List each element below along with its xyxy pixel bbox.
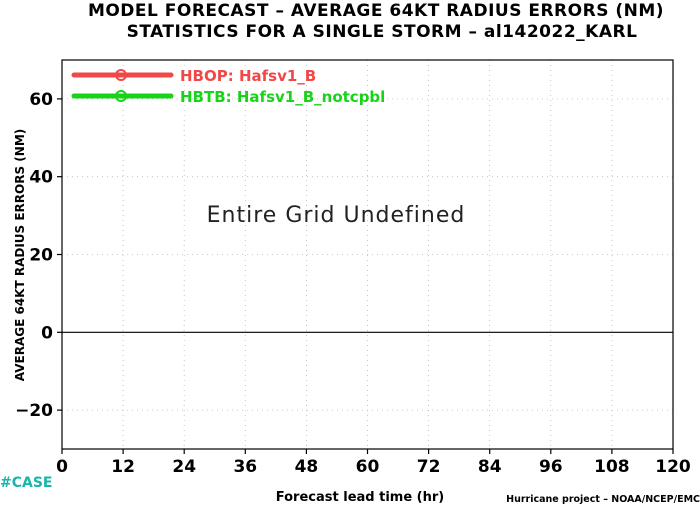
legend: HBOP: Hafsv1_B HBTB: Hafsv1_B_notcpbl: [71, 67, 385, 106]
x-tick-label: 24: [172, 457, 196, 477]
chart-subtitle: STATISTICS FOR A SINGLE STORM – al142022…: [127, 22, 638, 42]
plot-annotation: Entire Grid Undefined: [207, 203, 466, 228]
y-tick-label: 20: [29, 246, 53, 266]
y-axis-label: AVERAGE 64KT RADIUS ERRORS (NM): [13, 129, 27, 381]
case-label: #CASE: [0, 475, 53, 491]
x-tick-label: 84: [478, 457, 502, 477]
x-tick-label: 0: [56, 457, 68, 477]
x-tick-label: 12: [111, 457, 135, 477]
y-axis-ticks: −20 0 20 40 60: [15, 90, 62, 421]
credit-text: Hurricane project – NOAA/NCEP/EMC: [506, 494, 700, 505]
legend-label: HBOP: Hafsv1_B: [180, 67, 316, 85]
x-axis-label: Forecast lead time (hr): [276, 490, 444, 505]
x-tick-label: 48: [295, 457, 319, 477]
y-tick-label: 0: [41, 323, 53, 343]
x-axis-ticks: 0 12 24 36 48 60 72 84 96 108 120: [56, 449, 691, 477]
chart-title: MODEL FORECAST – AVERAGE 64KT RADIUS ERR…: [88, 1, 664, 21]
legend-marker: [115, 69, 127, 81]
grid: [62, 60, 673, 449]
legend-label: HBTB: Hafsv1_B_notcpbl: [180, 88, 385, 106]
x-tick-label: 72: [417, 457, 441, 477]
x-tick-label: 120: [655, 457, 691, 477]
x-tick-label: 96: [539, 457, 563, 477]
y-tick-label: 60: [29, 90, 53, 110]
x-tick-label: 108: [594, 457, 630, 477]
x-tick-label: 36: [233, 457, 257, 477]
y-tick-label: −20: [15, 401, 53, 421]
x-tick-label: 60: [356, 457, 380, 477]
legend-marker: [115, 90, 127, 102]
y-tick-label: 40: [29, 168, 53, 188]
